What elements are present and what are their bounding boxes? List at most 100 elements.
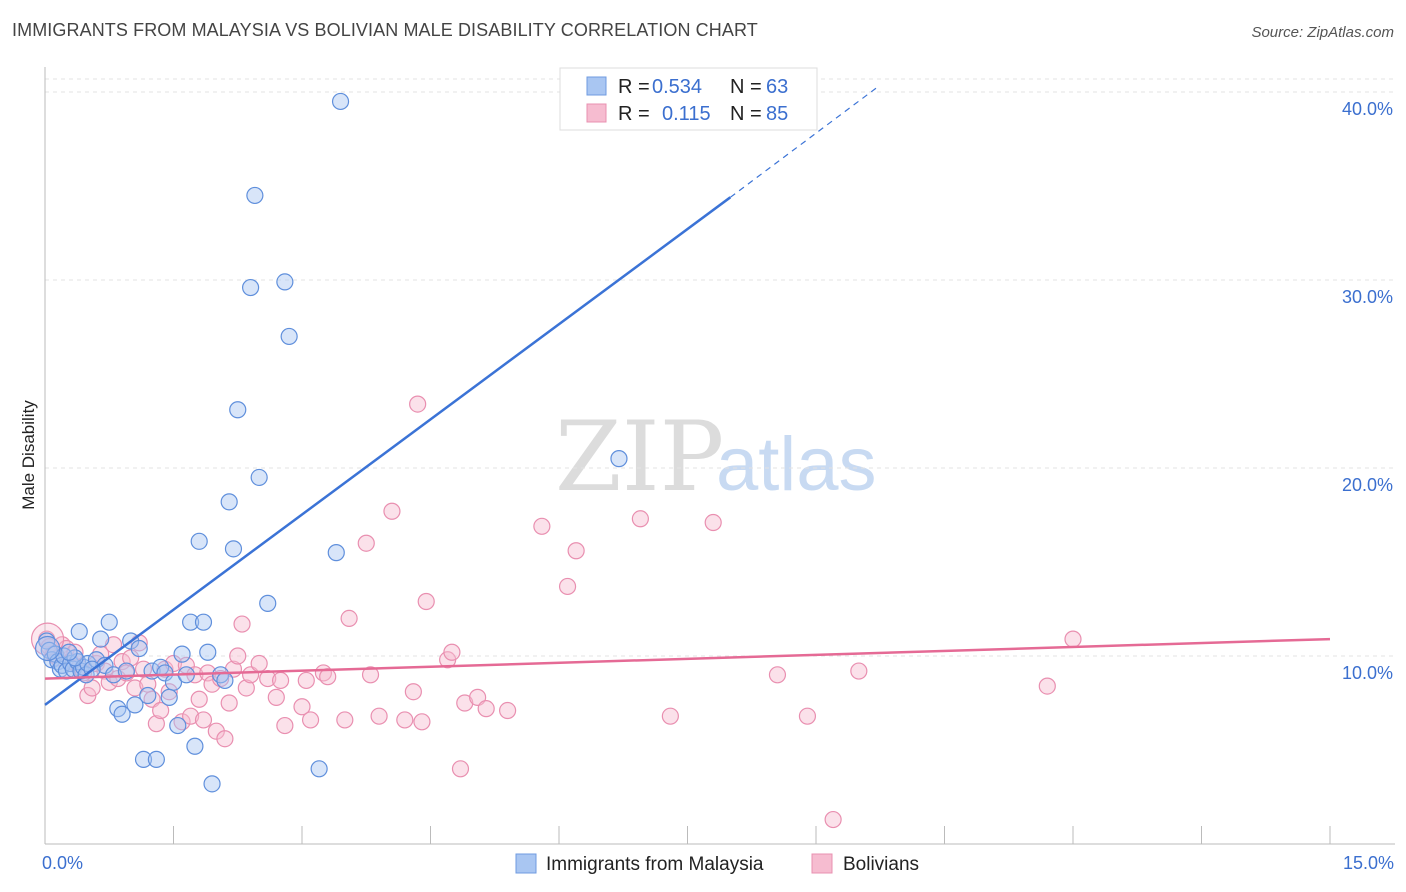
malaysia-point	[229, 401, 247, 419]
malaysia-point-large	[34, 635, 61, 662]
malaysia-point	[246, 186, 264, 205]
bolivians-point	[798, 707, 817, 725]
bolivians-point	[451, 760, 470, 778]
x-tick-label-min: 0.0%	[42, 853, 83, 873]
malaysia-point	[169, 716, 187, 735]
bolivians-point	[271, 671, 290, 690]
malaysia-point	[250, 468, 268, 487]
bolivians-point	[229, 647, 247, 665]
malaysia-point	[160, 688, 178, 706]
legend-bottom-label-bolivians: Bolivians	[843, 854, 919, 875]
bolivians-point	[276, 716, 294, 735]
y-tick-labels: 10.0% 20.0% 30.0% 40.0%	[1342, 99, 1393, 683]
bolivians-point	[631, 510, 649, 528]
legend-bottom-swatch-pink	[811, 853, 833, 874]
source-note: Source: ZipAtlas.com	[1251, 24, 1394, 41]
bolivians-point	[340, 609, 358, 628]
bolivians-point	[220, 694, 238, 712]
bolivians-point	[409, 395, 427, 413]
bolivians-point	[152, 701, 170, 720]
malaysia-point	[280, 327, 298, 346]
bolivians-point	[443, 643, 461, 661]
malaysia-point	[242, 278, 260, 297]
bolivians-point	[250, 654, 268, 673]
y-tick-label: 10.0%	[1342, 663, 1393, 683]
bolivians-point	[216, 730, 234, 748]
legend-n-value-2: 85	[766, 103, 788, 125]
malaysia-point	[194, 613, 213, 631]
malaysia-point	[70, 622, 88, 641]
y-tick-label: 30.0%	[1342, 287, 1393, 307]
bolivians-point	[203, 675, 221, 693]
bolivians-point	[558, 577, 577, 596]
bolivians-point	[267, 688, 285, 706]
bolivians-point	[477, 700, 495, 718]
legend-r-label-1: R =	[618, 76, 650, 98]
bolivians-point	[533, 517, 551, 535]
bolivians-point	[336, 711, 354, 729]
bolivians-point	[396, 711, 414, 729]
bolivians-point	[661, 707, 679, 725]
malaysia-point	[220, 493, 238, 511]
y-tick-label: 20.0%	[1342, 475, 1393, 495]
malaysia-point	[216, 671, 234, 690]
legend-n-label-1: N =	[730, 76, 762, 98]
bolivians-point	[417, 592, 435, 611]
watermark-zip: ZIP	[555, 401, 724, 513]
malaysia-point	[276, 273, 294, 291]
y-tick-label: 40.0%	[1342, 99, 1393, 119]
legend-r-value-2: 0.115	[662, 103, 711, 125]
bolivians-point	[164, 654, 183, 673]
bolivians-point	[126, 679, 144, 697]
malaysia-point	[224, 540, 243, 558]
legend-r-value-1: 0.534	[652, 76, 702, 98]
trend-lines	[44, 87, 1331, 706]
bolivians-point	[413, 713, 431, 731]
malaysia-point	[92, 630, 110, 648]
bolivians-trend-line	[44, 637, 1331, 680]
malaysia-point	[182, 613, 200, 631]
malaysia-point	[100, 613, 118, 631]
legend-swatch-pink	[586, 103, 607, 123]
bolivians-point	[383, 502, 401, 520]
bolivians-point	[301, 711, 320, 729]
watermark-atlas: atlas	[716, 422, 877, 507]
malaysia-point	[190, 532, 208, 550]
bolivians-point	[824, 810, 842, 829]
legend-swatch-blue	[586, 76, 607, 96]
bolivians-point	[147, 715, 165, 733]
malaysia-points	[34, 92, 628, 793]
malaysia-point	[130, 639, 148, 658]
malaysia-point	[203, 775, 221, 793]
malaysia-point	[259, 594, 277, 612]
bolivians-point	[361, 666, 380, 684]
bolivians-points	[30, 395, 1082, 829]
legend-n-value-1: 63	[766, 76, 788, 98]
bolivians-point	[357, 534, 375, 552]
malaysia-trend-line	[44, 196, 732, 706]
malaysia-point	[139, 686, 157, 705]
bolivians-point	[404, 683, 422, 701]
malaysia-point	[113, 705, 131, 723]
legend-bottom: Immigrants from Malaysia Bolivians	[515, 853, 919, 875]
malaysia-trend-extension	[729, 87, 877, 198]
malaysia-point	[156, 664, 174, 682]
bolivians-point	[768, 666, 787, 684]
bolivians-point	[567, 542, 585, 560]
chart-title: IMMIGRANTS FROM MALAYSIA VS BOLIVIAN MAL…	[12, 20, 758, 40]
bolivians-point	[850, 662, 868, 680]
bolivians-point	[499, 701, 517, 720]
bolivians-point	[160, 683, 178, 701]
malaysia-point	[60, 643, 78, 661]
bolivians-point	[237, 679, 255, 697]
malaysia-point	[199, 643, 217, 661]
bolivians-point	[370, 707, 388, 725]
malaysia-point	[610, 450, 628, 468]
legend-n-label-2: N =	[730, 103, 762, 125]
bolivians-point	[113, 653, 131, 671]
malaysia-point	[147, 750, 165, 769]
bolivians-point	[233, 615, 251, 633]
x-axis-ticks	[44, 826, 1331, 844]
malaysia-point	[126, 696, 144, 714]
